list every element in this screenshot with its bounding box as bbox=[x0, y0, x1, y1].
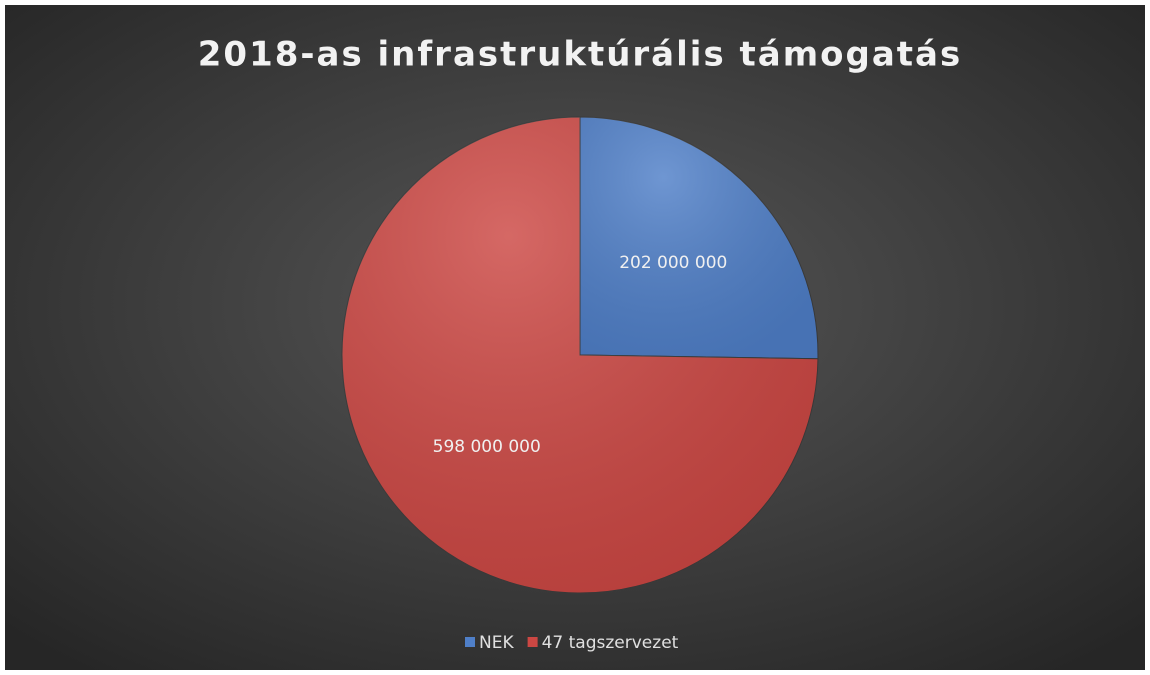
legend-label: 47 tagszervezet bbox=[542, 633, 679, 653]
legend-label: NEK bbox=[479, 633, 514, 653]
chart-title: 2018-as infrastruktúrális támogatás bbox=[198, 35, 962, 75]
slice-shading bbox=[342, 117, 818, 593]
slice-shading bbox=[580, 117, 818, 359]
legend-marker bbox=[465, 637, 475, 647]
data-label: 202 000 000 bbox=[619, 253, 727, 273]
legend-marker bbox=[527, 637, 538, 647]
data-label: 598 000 000 bbox=[433, 437, 541, 457]
